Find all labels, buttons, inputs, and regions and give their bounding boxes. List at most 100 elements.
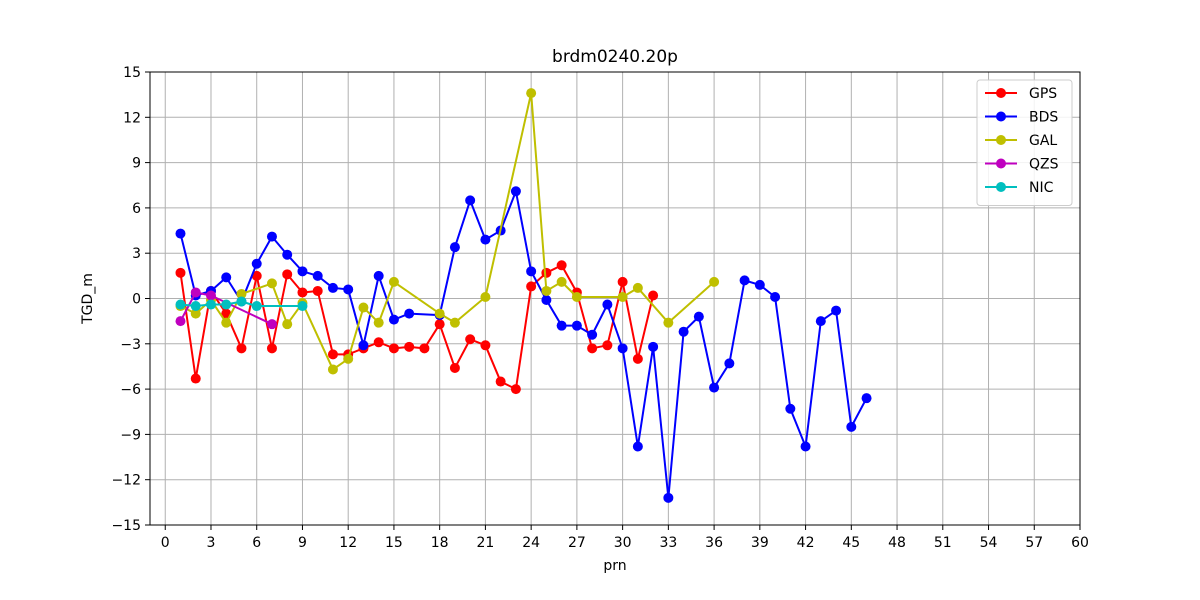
x-tick-label: 24: [522, 535, 540, 551]
data-point-gps: [282, 269, 293, 280]
data-point-gal: [541, 285, 552, 296]
data-point-bds: [526, 266, 537, 277]
x-tick-label: 6: [252, 535, 261, 551]
data-point-gps: [419, 343, 430, 354]
data-point-qzs: [175, 316, 186, 327]
x-tick-label: 51: [934, 535, 952, 551]
data-point-bds: [709, 382, 720, 393]
data-point-bds: [266, 231, 277, 242]
x-tick-label: 21: [476, 535, 494, 551]
legend-label-gps: GPS: [1029, 86, 1057, 102]
data-point-bds: [663, 492, 674, 503]
x-tick-label: 39: [751, 535, 769, 551]
data-point-nic: [221, 299, 232, 310]
data-point-bds: [312, 270, 323, 281]
y-axis-label: TGD_m: [80, 273, 96, 325]
data-point-gal: [632, 282, 643, 293]
x-tick-label: 18: [431, 535, 449, 551]
data-point-bds: [815, 316, 826, 327]
data-point-bds: [358, 340, 369, 351]
data-point-bds: [632, 441, 643, 452]
y-tick-label: −6: [120, 382, 141, 398]
data-point-bds: [465, 195, 476, 206]
data-point-bds: [282, 249, 293, 260]
data-point-gal: [266, 278, 277, 289]
x-tick-label: 12: [339, 535, 357, 551]
legend-label-nic: NIC: [1029, 180, 1054, 196]
data-point-gal: [221, 317, 232, 328]
data-point-bds: [480, 234, 491, 245]
legend-label-qzs: QZS: [1029, 157, 1059, 173]
data-point-bds: [754, 279, 765, 290]
legend-marker-gal: [996, 135, 1006, 145]
data-point-bds: [693, 311, 704, 322]
data-point-gps: [312, 285, 323, 296]
legend-marker-nic: [996, 182, 1006, 192]
data-point-gal: [556, 276, 567, 287]
data-point-gps: [404, 341, 415, 352]
data-point-bds: [831, 305, 842, 316]
data-point-gal: [480, 291, 491, 302]
data-point-bds: [388, 314, 399, 325]
data-point-bds: [373, 270, 384, 281]
data-point-gal: [388, 276, 399, 287]
data-point-gps: [556, 260, 567, 271]
data-point-gal: [327, 364, 338, 375]
x-tick-label: 60: [1071, 535, 1089, 551]
ticks: 0 3 6 9 12 15 18 21 24 27 30 33 36 39 42 45 48 51 54 57 60−1…: [111, 65, 1088, 551]
data-point-gps: [617, 276, 628, 287]
data-point-nic: [251, 301, 262, 312]
data-point-nic: [205, 299, 216, 310]
x-tick-label: 3: [207, 535, 216, 551]
x-tick-label: 54: [980, 535, 998, 551]
data-point-gal: [343, 353, 354, 364]
data-point-bds: [846, 421, 857, 432]
y-tick-label: 6: [132, 201, 141, 217]
data-point-gps: [327, 349, 338, 360]
data-point-gps: [297, 287, 308, 298]
data-point-gps: [526, 281, 537, 292]
data-point-gps: [175, 267, 186, 278]
x-tick-label: 9: [298, 535, 307, 551]
data-point-bds: [327, 282, 338, 293]
y-tick-label: 3: [132, 246, 141, 262]
data-point-gal: [709, 276, 720, 287]
data-point-gps: [434, 319, 445, 330]
data-point-qzs: [266, 319, 277, 330]
legend-label-gal: GAL: [1029, 133, 1057, 149]
data-point-gal: [571, 291, 582, 302]
y-tick-label: −3: [120, 337, 141, 353]
data-point-bds: [587, 329, 598, 340]
data-point-qzs: [205, 290, 216, 301]
data-point-bds: [541, 295, 552, 306]
x-tick-label: 36: [705, 535, 723, 551]
y-tick-label: 0: [132, 292, 141, 308]
legend-marker-bds: [996, 111, 1006, 122]
data-point-gal: [663, 317, 674, 328]
legend-marker-qzs: [996, 158, 1006, 169]
data-point-gal: [449, 317, 460, 328]
data-point-gal: [358, 302, 369, 313]
data-point-bds: [297, 266, 308, 277]
data-point-gal: [373, 317, 384, 328]
chart-title: brdm0240.20p: [552, 47, 678, 67]
data-point-bds: [648, 341, 659, 352]
data-point-bds: [770, 291, 781, 302]
data-point-bds: [617, 343, 628, 354]
legend-marker-gps: [996, 88, 1006, 98]
data-point-bds: [449, 242, 460, 253]
data-point-gps: [190, 373, 201, 384]
data-point-gps: [236, 343, 247, 354]
data-point-bds: [404, 308, 415, 319]
data-point-gps: [648, 290, 659, 301]
y-tick-label: −9: [120, 427, 141, 443]
data-point-bds: [556, 320, 567, 331]
data-point-bds: [221, 272, 232, 283]
y-tick-label: 12: [123, 110, 141, 126]
data-point-gal: [190, 308, 201, 319]
x-tick-label: 33: [659, 535, 677, 551]
data-point-gps: [587, 343, 598, 354]
y-tick-label: −15: [111, 518, 141, 534]
x-tick-label: 30: [614, 535, 632, 551]
